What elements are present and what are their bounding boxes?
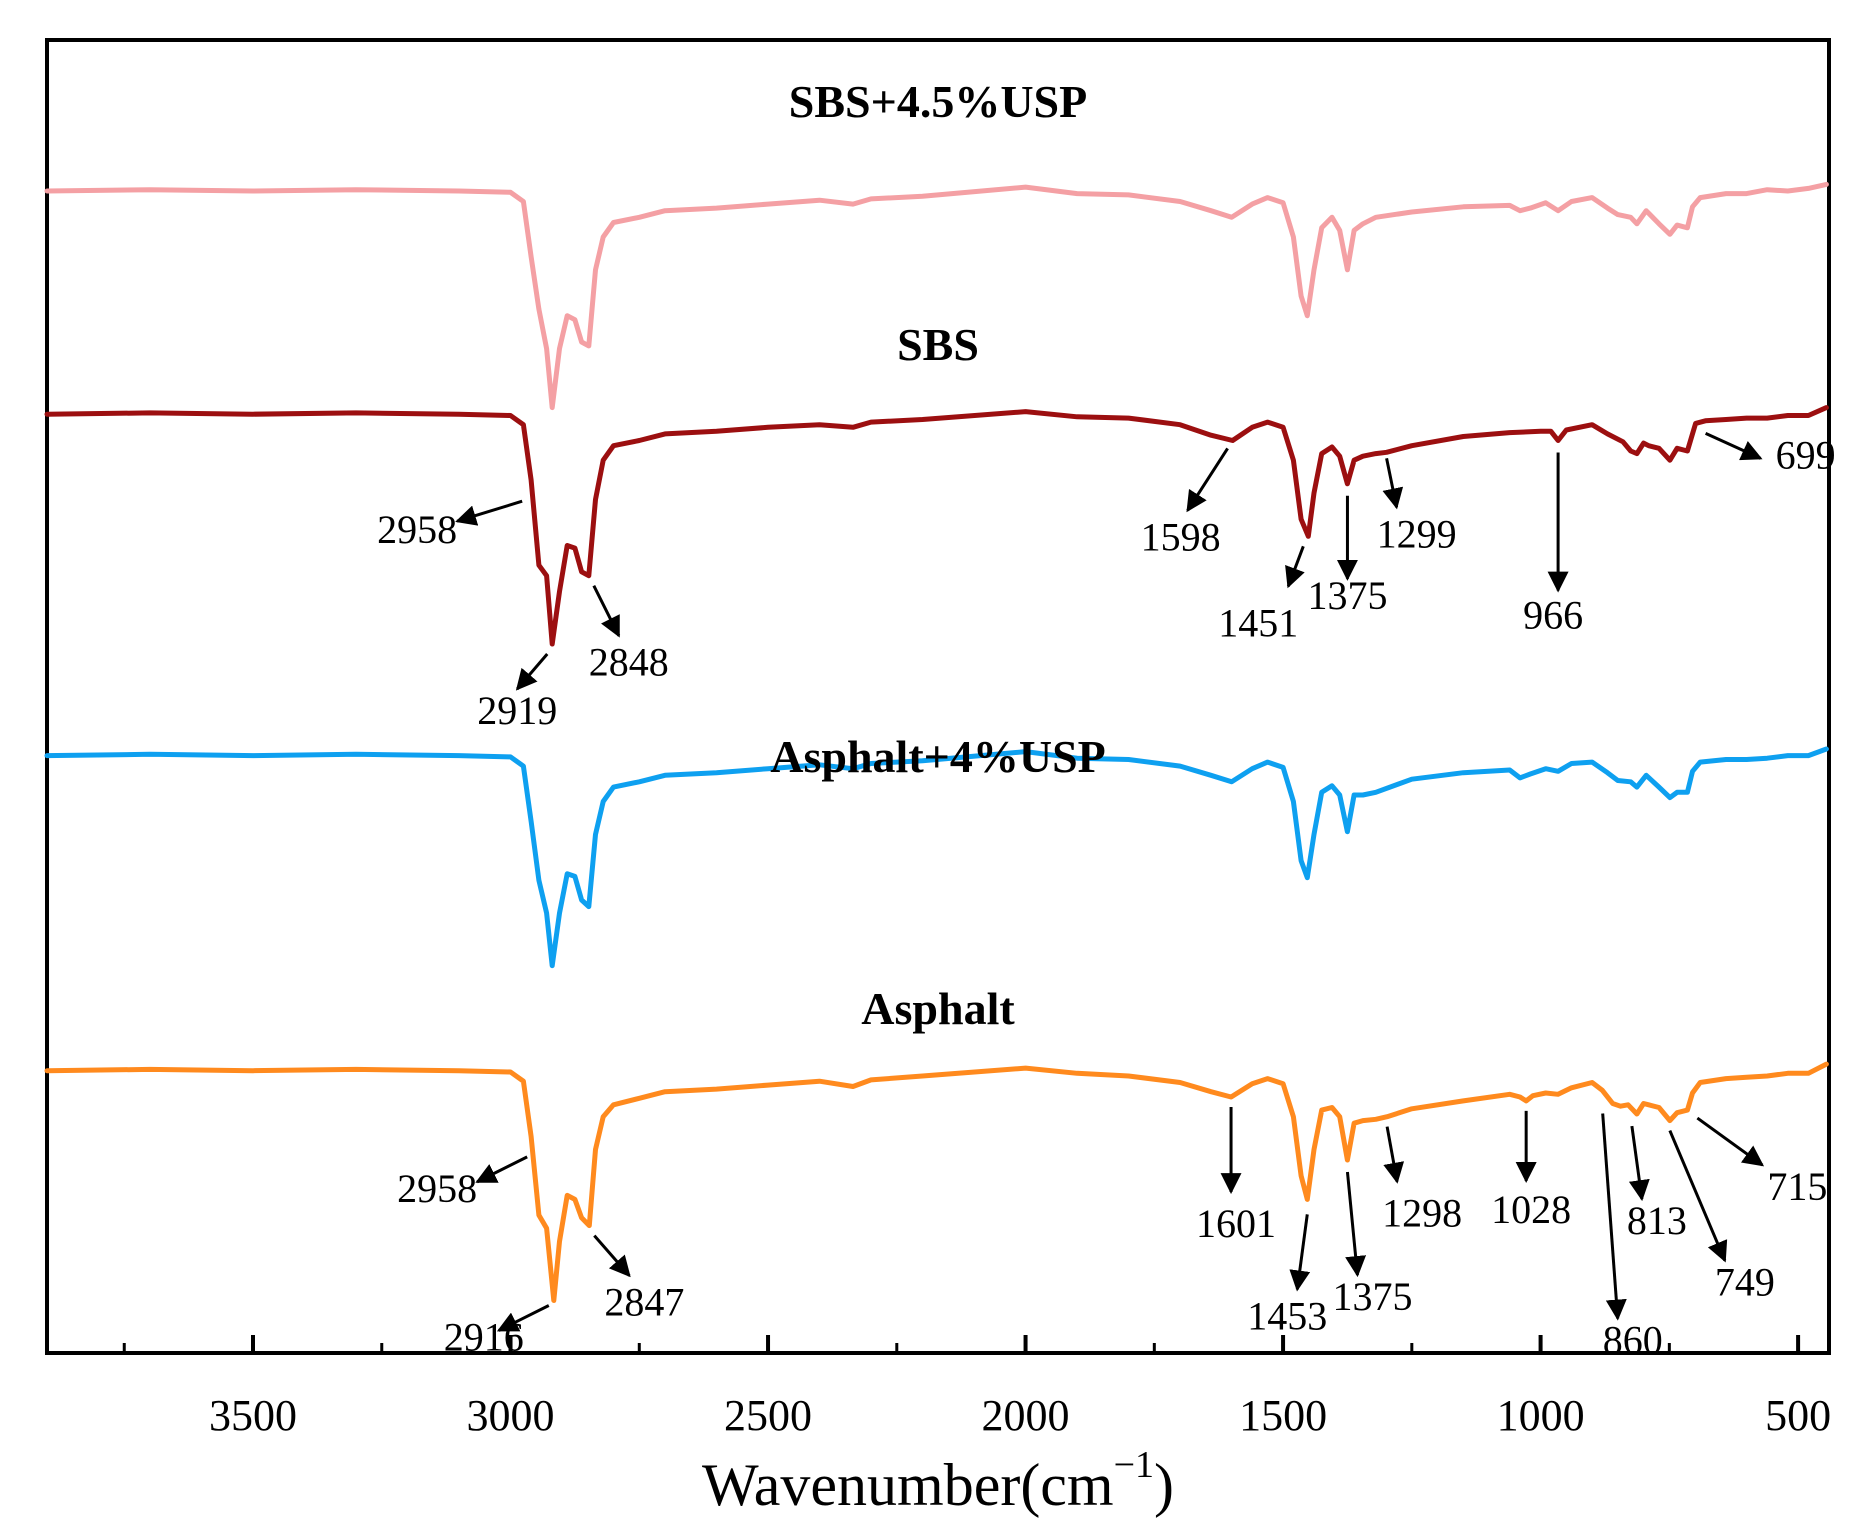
peak-arrow-sbs-2958 (455, 499, 523, 526)
peak-label-asphalt-1298: 1298 (1382, 1191, 1462, 1236)
peak-label-sbs-966: 966 (1523, 592, 1583, 637)
spectra-group (44, 181, 1829, 1303)
peak-label-sbs-2919: 2919 (477, 688, 557, 733)
peak-arrow-sbs-1451 (1285, 545, 1305, 589)
peak-arrow-asphalt-813 (1628, 1125, 1650, 1202)
peak-label-asphalt-2958: 2958 (397, 1166, 477, 1211)
peak-arrow-sbs-2919 (515, 653, 549, 691)
series-title-sbs-4-5-usp: SBS+4.5%USP (789, 76, 1087, 127)
peak-arrow-sbs-1299 (1382, 457, 1404, 510)
x-axis-title-main: Wavenumber(cm (702, 1452, 1114, 1518)
x-tick-label-3000: 3000 (467, 1391, 555, 1440)
series-line-asphalt (44, 1061, 1829, 1303)
peak-arrow-asphalt-2916 (496, 1304, 550, 1332)
peak-label-asphalt-2847: 2847 (604, 1280, 684, 1325)
peak-label-asphalt-1375: 1375 (1332, 1274, 1412, 1319)
x-axis-title: Wavenumber(cm−1) (702, 1444, 1174, 1518)
peak-arrow-sbs-699 (1704, 432, 1763, 461)
peak-label-asphalt-860: 860 (1603, 1318, 1663, 1363)
peak-label-asphalt-1601: 1601 (1196, 1201, 1276, 1246)
x-tick-label-500: 500 (1765, 1391, 1831, 1440)
x-tick-label-1500: 1500 (1239, 1391, 1327, 1440)
peak-label-asphalt-813: 813 (1627, 1198, 1687, 1243)
peak-arrow-asphalt-1375 (1345, 1171, 1367, 1278)
series-line-asphalt-4-usp (44, 746, 1829, 969)
x-tick-label-2500: 2500 (724, 1391, 812, 1440)
peak-label-sbs-1451: 1451 (1218, 600, 1298, 645)
peak-arrow-asphalt-2847 (593, 1234, 631, 1278)
peak-label-sbs-2958: 2958 (377, 507, 457, 552)
peak-label-sbs-1375: 1375 (1307, 573, 1387, 618)
peak-label-asphalt-1028: 1028 (1491, 1187, 1571, 1232)
peak-label-asphalt-1453: 1453 (1247, 1293, 1327, 1338)
peak-label-sbs-2848: 2848 (589, 640, 669, 685)
peak-label-sbs-699: 699 (1776, 432, 1836, 477)
peak-label-asphalt-749: 749 (1715, 1260, 1775, 1305)
peak-arrow-asphalt-860 (1601, 1113, 1627, 1321)
x-axis-title-close: ) (1154, 1452, 1174, 1518)
peak-label-asphalt-715: 715 (1767, 1164, 1827, 1209)
series-line-sbs (44, 405, 1829, 647)
x-tick-label-2000: 2000 (982, 1391, 1070, 1440)
plot-frame (45, 38, 1831, 1355)
x-axis: 3500 3000 2500 2000 1500 1000 500 (122, 1335, 1831, 1440)
series-title-sbs: SBS (897, 319, 979, 370)
peak-arrow-asphalt-2958 (475, 1155, 528, 1184)
x-tick-label-3500: 3500 (209, 1391, 297, 1440)
x-tick-label-1000: 1000 (1497, 1391, 1585, 1440)
x-axis-title-sup: −1 (1114, 1444, 1154, 1486)
peak-annotations: SBS+4.5%USPSBS29582919284815981451137512… (377, 76, 1835, 1363)
peak-arrow-asphalt-715 (1696, 1116, 1765, 1167)
peak-arrow-asphalt-1298 (1383, 1126, 1405, 1184)
series-title-asphalt-4-usp: Asphalt+4%USP (770, 731, 1106, 782)
peak-arrow-sbs-1598 (1186, 447, 1229, 513)
series-title-asphalt: Asphalt (861, 983, 1015, 1034)
peak-label-sbs-1598: 1598 (1141, 514, 1221, 559)
series-line-sbs-4-5-usp (44, 181, 1829, 411)
peak-label-sbs-1299: 1299 (1377, 511, 1457, 556)
peak-arrow-sbs-2848 (592, 585, 621, 638)
peak-arrow-asphalt-749 (1668, 1130, 1728, 1263)
peak-arrow-asphalt-1453 (1289, 1214, 1311, 1292)
